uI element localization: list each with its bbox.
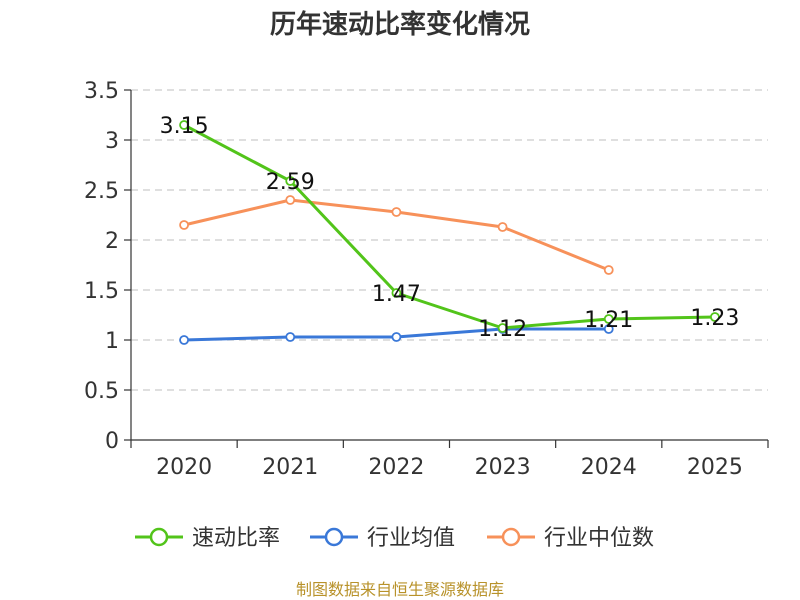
data-labels: 3.15 2.59 1.47 1.12 1.21 1.23 bbox=[160, 114, 740, 342]
series-0-point bbox=[497, 323, 508, 333]
series-2-point bbox=[603, 265, 614, 275]
series-0-point bbox=[391, 288, 402, 298]
data-label: 2.59 bbox=[266, 170, 315, 195]
series-0-point bbox=[603, 314, 614, 324]
series-1-point bbox=[603, 324, 614, 334]
legend-marker bbox=[501, 527, 521, 547]
x-tick-label: 2020 bbox=[156, 455, 212, 480]
y-tick-label: 1 bbox=[105, 329, 119, 354]
series-2-point bbox=[179, 220, 189, 230]
series-1-point bbox=[285, 332, 296, 342]
y-tick-label: 1.5 bbox=[84, 279, 119, 304]
x-tick-label: 2021 bbox=[262, 455, 318, 480]
series-0-line bbox=[183, 123, 715, 330]
legend-marker bbox=[149, 527, 169, 547]
x-tick-label: 2024 bbox=[581, 455, 637, 480]
series-0-point bbox=[285, 176, 296, 186]
y-tick-label: 2 bbox=[105, 229, 119, 254]
y-tick-label: 0 bbox=[105, 429, 119, 454]
grid-lines bbox=[131, 89, 768, 391]
legend-label: 速动比率 bbox=[192, 526, 280, 551]
x-tick-label: 2023 bbox=[475, 455, 531, 480]
data-label: 3.15 bbox=[160, 114, 209, 139]
axes: 0 0.5 1 1.5 2 2.5 3 3.5 2020 2021 2022 2023 2024 2025 bbox=[84, 79, 769, 480]
y-tick-label: 3.5 bbox=[84, 79, 119, 104]
series-layer bbox=[179, 120, 720, 345]
data-label: 1.47 bbox=[372, 282, 421, 307]
data-label: 1.12 bbox=[478, 317, 527, 342]
series-2-point bbox=[497, 222, 508, 232]
legend-label: 行业中位数 bbox=[544, 526, 654, 551]
y-tick-label: 2.5 bbox=[84, 179, 119, 204]
data-label: 1.23 bbox=[690, 306, 739, 331]
series-2-point bbox=[391, 207, 402, 217]
series-1-point bbox=[391, 332, 402, 342]
series-0-point bbox=[710, 312, 720, 322]
legend: 速动比率 行业均值 行业中位数 bbox=[135, 526, 654, 551]
chart-title: 历年速动比率变化情况 bbox=[270, 9, 530, 40]
data-label: 1.21 bbox=[584, 308, 633, 333]
y-tick-label: 3 bbox=[105, 129, 119, 154]
series-1-point bbox=[179, 335, 189, 345]
legend-marker bbox=[324, 527, 344, 547]
x-tick-label: 2025 bbox=[687, 455, 743, 480]
source-note: 制图数据来自恒生聚源数据库 bbox=[296, 580, 504, 599]
legend-label: 行业均值 bbox=[367, 526, 455, 551]
y-tick-label: 0.5 bbox=[84, 379, 119, 404]
x-tick-label: 2022 bbox=[368, 455, 424, 480]
series-0-point bbox=[179, 120, 189, 130]
series-2-point bbox=[285, 195, 296, 205]
